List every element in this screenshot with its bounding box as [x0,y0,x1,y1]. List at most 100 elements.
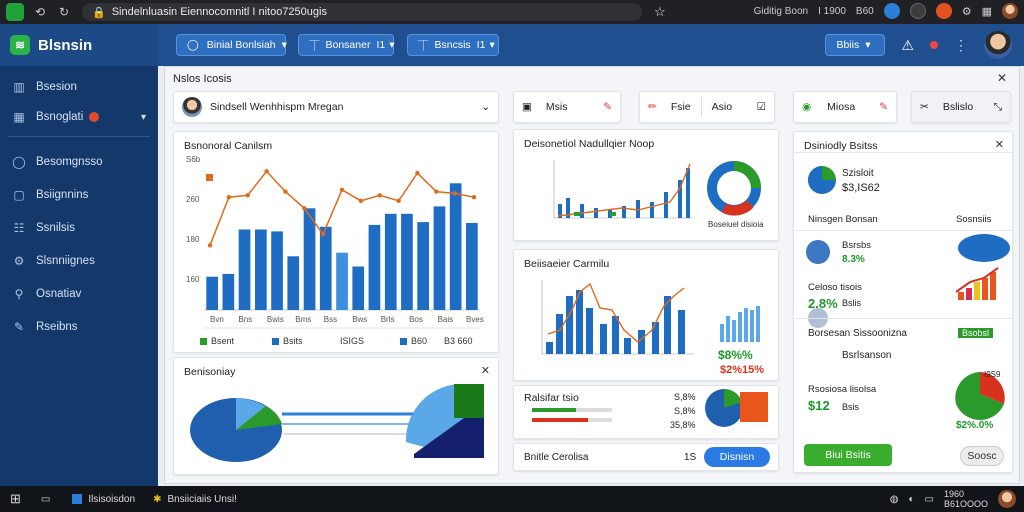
address-bar[interactable]: 🔒 Sindelnluasin Eiennocomnitl I nitoo725… [82,3,642,21]
expand-icon[interactable]: ⤡ [993,100,1002,113]
progress-title: Ralsifar tsio [524,392,579,404]
row-label: Celoso tisois [808,282,862,293]
bar [287,256,300,310]
bar [738,312,742,342]
chart-card-2: Deisonetiol Nadullqier Noop [513,129,779,241]
filter-dropdown-2[interactable]: ⏉ Bonsaner I1 ▾ [298,34,395,56]
taskbar-app-2[interactable]: ✱ Bnsiiciaiis Unsi! [153,494,237,505]
brand[interactable]: ≋ Blsnsin [0,24,158,66]
stat-red: $2%15% [720,364,765,376]
action-button-grey[interactable]: Soosc [960,446,1004,466]
mini-bar-chart [553,160,761,219]
tool-e-label[interactable]: Bslislo [942,101,974,113]
action-button-green[interactable]: Biui Bsitis [804,444,892,466]
sidebar-item-2[interactable]: ◯ Besomgnsso [0,147,158,177]
volume-icon[interactable]: ◐ [908,493,915,505]
filter-dropdown-1[interactable]: ◯ Binial Bonlsiah ▾ [176,34,287,56]
user-avatar-icon[interactable] [998,490,1016,508]
summary-card: Benisoniay ✕ [173,357,499,475]
workspace-panel: Nslos Icosis ✕ Sindsell Wenhhispm Mregan… [164,66,1020,484]
menu-icon[interactable]: ▦ [981,5,992,18]
divider [700,97,702,117]
primary-button[interactable]: Disnisn [704,447,770,467]
bar [750,310,754,342]
brush-icon[interactable]: ✎ [879,101,888,113]
tool-b-label[interactable]: Fsie [670,101,691,113]
sidebar-item-0[interactable]: ▥ Bsesion [0,72,158,102]
windows-icon[interactable]: ⊞ [10,491,21,506]
line-point [245,193,250,198]
sidebar-item-3[interactable]: ▢ Bsiignnins [0,180,158,210]
clock-date: B61OOOO [943,499,988,509]
desktop-icon[interactable]: ▭ [40,493,51,505]
frame-icon[interactable]: ▣ [522,101,532,113]
line-point [283,189,288,194]
sidebar-item-7[interactable]: ✎ Rseibns [0,312,158,342]
user-select[interactable]: Sindsell Wenhhispm Mregan ⌄ [173,91,499,123]
taskbar-app-label: Ilsisoisdon [88,493,136,505]
bar [720,324,724,342]
pin-icon[interactable]: ✏ [648,101,657,113]
user-menu-dropdown[interactable]: Bbiis ▾ [825,34,886,56]
bookmark-star-icon[interactable]: ☆ [654,4,666,19]
network-icon[interactable]: ◍ [889,493,899,505]
edit-icon: ✎ [13,320,25,334]
alert-icon[interactable]: ⚠ [901,36,914,53]
marker-icon[interactable]: ✎ [603,101,612,113]
tool-group-d: ✂ Bslislo ⤡ [911,91,1011,123]
battery-icon[interactable]: ▭ [924,493,934,505]
extension-icon[interactable] [883,3,900,19]
profile-icon[interactable] [935,3,952,19]
tool-group-b: ✏ Fsie Asio ☑ [639,91,775,123]
bar [678,180,682,218]
legend-swatch [200,337,207,345]
line-point [396,198,401,203]
shield-icon: ◯ [12,155,26,169]
avatar[interactable] [984,31,1012,59]
tool-d-label[interactable]: Miosa [827,101,856,113]
tool-c-label[interactable]: Asio [711,101,733,113]
taskbar-app-1[interactable]: Ilsisoisdon [72,494,135,505]
metric-label: Szisloit [842,168,874,179]
bar [566,296,573,354]
bar [558,204,562,218]
sidebar-item-label: Bsiignnins [36,189,89,201]
sidebar-item-4[interactable]: ☷ Ssnilsis [0,213,158,243]
bar [580,204,584,218]
chevron-down-icon: ▾ [489,39,495,51]
section-tag: Bsobsl [958,328,994,338]
bar [622,206,626,218]
close-icon[interactable]: ✕ [994,139,1004,151]
x-tick-label: Bves [466,315,484,324]
sub-dropdown[interactable]: Sosnsiis [956,214,992,225]
close-icon[interactable]: ✕ [996,71,1007,85]
reload-icon[interactable]: ↻ [58,5,70,19]
sidebar-item-6[interactable]: ⚲ Osnatiav [0,279,158,309]
marker [610,212,616,216]
sidebar-item-5[interactable]: ⚙ Slsnniignes [0,246,158,276]
revenue-value: $12 [808,398,830,413]
document-icon: ▢ [13,188,25,202]
gear-icon[interactable]: ⚙ [961,5,972,18]
legend-swatch [400,337,407,345]
filter-dropdown-3[interactable]: ⏉ Bsncsis I1 ▾ [407,34,499,56]
search-icon: ⚲ [14,287,24,301]
target-icon[interactable]: ◉ [802,101,812,113]
close-icon[interactable]: ✕ [480,365,490,377]
back-icon[interactable]: ⟲ [34,5,46,19]
marker [574,212,580,216]
notification-dot [930,41,938,49]
user-avatar-icon[interactable] [1002,3,1018,19]
bar [756,306,760,342]
chart-block [740,392,768,422]
tools-icon[interactable]: ✂ [920,101,929,113]
tool-a-label[interactable]: Msis [545,101,568,113]
sidebar-item-1[interactable]: ▦ Bsnoglati ▾ [0,102,158,132]
settings-icon: ⚙ [13,254,25,268]
legend-label: B60 [411,336,428,346]
check-edit-icon[interactable]: ☑ [756,101,766,113]
chevron-down-icon[interactable]: ▾ [140,111,146,123]
user-icon: ⏉ [309,39,320,52]
more-icon[interactable]: ⋮ [954,36,968,53]
extension-puzzle-icon[interactable] [909,3,926,19]
